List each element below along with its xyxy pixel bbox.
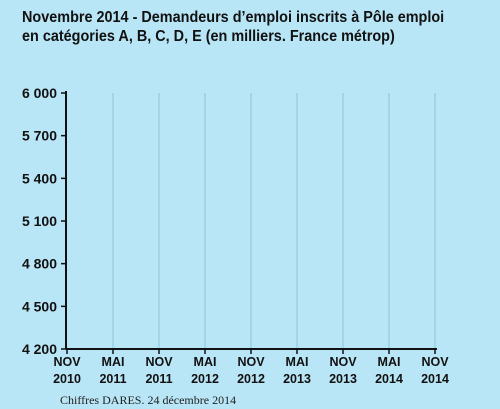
- x-tick-label-year: 2014: [421, 372, 449, 386]
- x-tick-label-month: NOV: [145, 355, 173, 369]
- x-tick-label-year: 2010: [53, 372, 81, 386]
- y-tick-label: 5 700: [22, 128, 57, 144]
- x-tick-labels: NOV 2010 MAI 2011 NOV 2011 MAI 2012 NOV 2012 MAI 20…: [53, 355, 449, 386]
- x-tick-label-month: MAI: [378, 355, 401, 369]
- x-tick-label-month: NOV: [53, 355, 81, 369]
- x-tick-label-year: 2011: [145, 372, 172, 386]
- source-note: Chiffres DARES. 24 décembre 2014: [60, 393, 237, 407]
- x-tick-label-month: MAI: [286, 355, 309, 369]
- x-tick-label-year: 2014: [375, 372, 403, 386]
- x-tick-label-month: MAI: [194, 355, 217, 369]
- x-tick-label-month: NOV: [329, 355, 357, 369]
- y-tick-labels: 4 200 4 500 4 800 5 100 5 400 5 700 6 000: [22, 85, 57, 357]
- axes: [61, 91, 437, 354]
- gridlines: [112, 93, 436, 349]
- x-tick-label-month: NOV: [421, 355, 449, 369]
- y-tick-label: 5 100: [22, 213, 57, 229]
- chart-title: Novembre 2014 - Demandeurs d’emploi insc…: [22, 8, 459, 46]
- x-tick-label-month: NOV: [237, 355, 265, 369]
- y-tick-label: 4 500: [22, 298, 57, 314]
- y-tick-label: 4 200: [22, 341, 57, 357]
- x-tick-label-month: MAI: [102, 355, 125, 369]
- y-tick-label: 4 800: [22, 256, 57, 272]
- y-tick-label: 6 000: [22, 85, 57, 101]
- x-tick-label-year: 2012: [191, 372, 219, 386]
- x-tick-label-year: 2013: [283, 372, 311, 386]
- chart-title-line-2: en catégories A, B, C, D, E (en milliers…: [22, 28, 395, 45]
- chart-title-line-1: Novembre 2014 - Demandeurs d’emploi insc…: [22, 9, 445, 26]
- x-tick-label-year: 2011: [99, 372, 126, 386]
- x-tick-label-year: 2012: [237, 372, 265, 386]
- x-tick-label-year: 2013: [329, 372, 357, 386]
- y-tick-label: 5 400: [22, 170, 57, 186]
